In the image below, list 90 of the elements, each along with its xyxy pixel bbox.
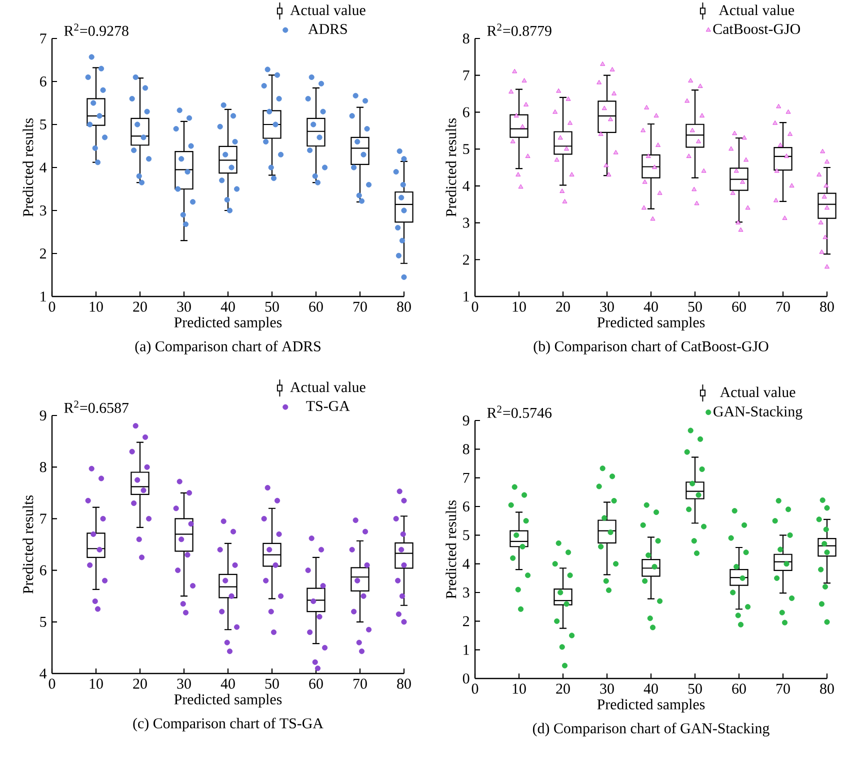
y-axis-title: Predicted results <box>22 496 34 594</box>
x-tick-label: 10 <box>90 678 103 690</box>
y-tick-label: 4 <box>462 181 470 192</box>
y-axis-title: Predicted results <box>446 118 456 217</box>
x-tick-label: 60 <box>732 302 746 312</box>
y-tick-label: 2 <box>463 616 469 626</box>
y-axis-title: Predicted results <box>22 118 34 217</box>
y-tick-label: 6 <box>40 76 46 87</box>
y-tick-label: 3 <box>40 206 46 216</box>
y-tick-label: 3 <box>463 218 470 228</box>
y-tick-label: 7 <box>40 34 46 44</box>
y-tick-label: 4 <box>462 559 470 569</box>
x-tick-label: 50 <box>265 678 279 690</box>
x-tick-label: 10 <box>512 684 526 694</box>
y-tick-label: 5 <box>40 120 46 130</box>
x-tick-label: 60 <box>732 684 746 694</box>
legend-label: Actual value <box>290 382 366 392</box>
x-tick-label: 80 <box>397 302 411 312</box>
x-tick-label: 60 <box>309 302 323 312</box>
legend-label: ADRS <box>308 24 347 34</box>
x-tick-label: 10 <box>512 302 526 312</box>
x-tick-label: 60 <box>309 678 323 690</box>
y-tick-label: 3 <box>463 588 470 598</box>
text: (c) Comparison chart of TS-GA <box>133 718 324 732</box>
y-tick-label: 1 <box>464 292 469 302</box>
y-axis-title: Predicted results <box>446 500 456 599</box>
x-tick-label: 70 <box>354 302 367 312</box>
text: R$^{2}$=0.5746 <box>487 406 552 418</box>
x-tick-label: 80 <box>820 684 834 694</box>
y-tick-label: 1 <box>40 292 46 302</box>
y-tick-label: 9 <box>462 416 470 426</box>
y-tick-label: 2 <box>463 254 469 265</box>
y-tick-label: 7 <box>463 70 470 80</box>
x-tick-label: 30 <box>177 678 191 690</box>
x-tick-label: 20 <box>556 302 570 312</box>
x-tick-label: 80 <box>397 678 411 690</box>
y-tick-label: 6 <box>462 502 470 512</box>
x-tick-label: 40 <box>644 684 658 694</box>
y-tick-label: 1 <box>464 645 469 656</box>
y-tick-label: 9 <box>40 410 46 421</box>
x-tick-label: 20 <box>556 684 570 694</box>
y-tick-label: 4 <box>40 162 47 173</box>
x-axis-title: Predicted samples <box>597 699 705 713</box>
x-tick-label: 0 <box>48 302 56 312</box>
y-tick-label: 5 <box>463 144 470 154</box>
legend-label: GAN-Stacking <box>714 406 802 420</box>
x-tick-label: 40 <box>644 302 658 312</box>
legend-label: Actual value <box>290 4 366 16</box>
x-tick-label: 70 <box>776 684 790 694</box>
x-tick-label: 0 <box>472 302 478 312</box>
y-tick-label: 7 <box>463 473 470 483</box>
y-tick-label: 4 <box>40 668 47 679</box>
text: (d) Comparison chart of GAN-Stacking <box>532 722 770 737</box>
y-tick-label: 8 <box>40 462 46 472</box>
text: R$^{2}$=0.8779 <box>487 24 552 36</box>
x-tick-label: 70 <box>776 302 790 312</box>
x-tick-label: 50 <box>688 684 702 694</box>
x-tick-label: 50 <box>265 302 279 312</box>
x-tick-label: 0 <box>48 678 56 690</box>
y-tick-label: 8 <box>462 34 470 44</box>
y-tick-label: 5 <box>40 617 46 628</box>
legend-label: Actual value <box>718 4 794 16</box>
x-tick-label: 30 <box>177 302 191 312</box>
y-tick-label: 2 <box>40 248 46 259</box>
x-axis-title: Predicted samples <box>174 317 282 331</box>
x-tick-label: 0 <box>472 684 478 694</box>
x-tick-label: 20 <box>133 302 147 312</box>
text: R$^{2}$=0.9278 <box>64 24 128 36</box>
x-tick-label: 40 <box>220 678 235 690</box>
text: (a) Comparison chart of ADRS <box>135 340 320 355</box>
x-tick-label: 30 <box>600 302 614 312</box>
x-axis-title: Predicted samples <box>174 694 282 708</box>
text: R$^{2}$=0.6587 <box>64 400 129 414</box>
x-tick-label: 50 <box>688 302 702 312</box>
x-tick-label: 10 <box>90 302 103 312</box>
legend-label: TS-GA <box>306 401 350 412</box>
x-tick-label: 40 <box>220 302 235 312</box>
legend-label: Actual value <box>720 386 796 398</box>
x-tick-label: 70 <box>354 678 367 690</box>
y-tick-label: 7 <box>40 514 46 524</box>
y-tick-label: 5 <box>463 530 470 540</box>
text: (b) Comparison chart of CatBoost-GJO <box>534 340 768 355</box>
x-tick-label: 30 <box>600 684 614 694</box>
x-tick-label: 80 <box>820 302 834 312</box>
y-tick-label: 6 <box>462 107 470 118</box>
y-tick-label: 6 <box>40 566 46 576</box>
y-tick-label: 8 <box>462 444 470 454</box>
x-tick-label: 20 <box>133 678 147 690</box>
x-axis-title: Predicted samples <box>597 317 705 331</box>
legend-label: CatBoost-GJO <box>713 24 800 34</box>
